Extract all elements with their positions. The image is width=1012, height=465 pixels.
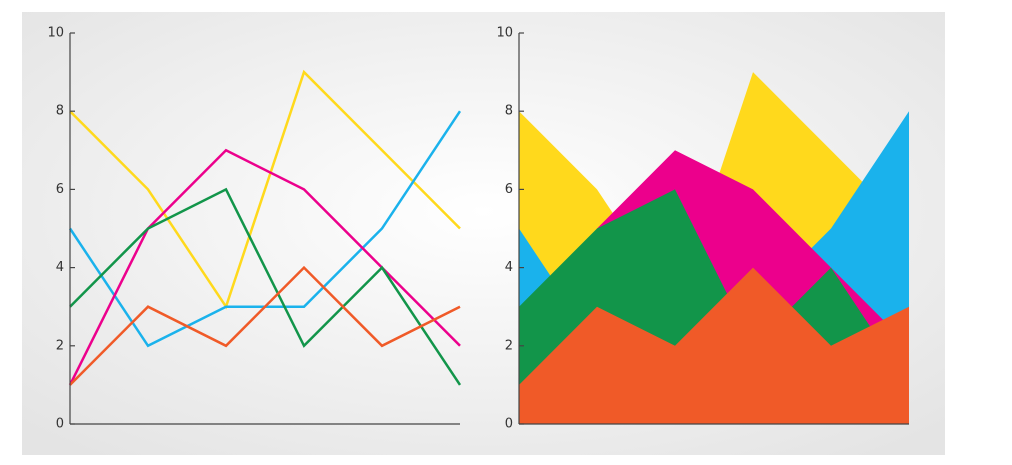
y-tick-label: 8 [505, 104, 513, 119]
y-tick-label: 0 [505, 417, 513, 432]
y-tick-label: 10 [47, 26, 64, 41]
y-tick-label: 2 [505, 338, 513, 353]
y-tick-label: 6 [56, 182, 64, 197]
y-tick-label: 0 [56, 417, 64, 432]
line [69, 187, 462, 386]
y-tick-label: 2 [56, 338, 64, 353]
area [519, 267, 909, 424]
y-tick-label: 10 [496, 26, 513, 41]
line [69, 265, 461, 386]
y-tick-label: 6 [505, 182, 513, 197]
line [69, 69, 461, 310]
line [68, 148, 461, 386]
y-tick-label: 4 [505, 260, 513, 275]
y-tick-label: 4 [56, 260, 64, 275]
y-tick-label: 8 [56, 104, 64, 119]
